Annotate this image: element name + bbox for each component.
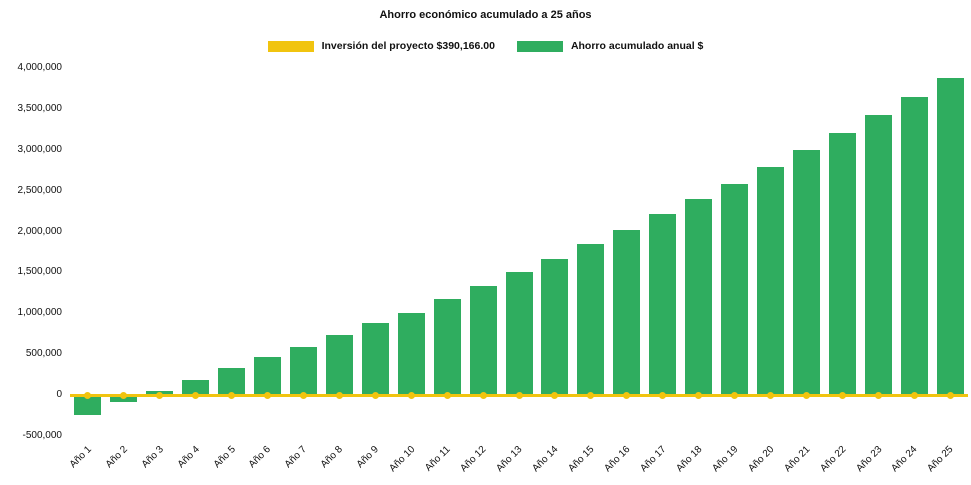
bar-año-18 (685, 198, 713, 396)
investment-line-marker (910, 391, 918, 399)
x-tick-label: Año 7 (283, 444, 310, 471)
investment-line-marker (264, 391, 272, 399)
legend-swatch-investment (267, 40, 314, 52)
y-tick-label: 500,000 (25, 348, 62, 360)
bar-año-15 (577, 243, 605, 396)
x-tick-label: Año 2 (103, 444, 130, 471)
bar-año-13 (505, 272, 533, 396)
plot-area (70, 68, 968, 436)
bar-año-23 (864, 115, 892, 396)
bar-año-25 (936, 77, 964, 396)
bar-año-4 (182, 379, 210, 396)
x-tick-label: Año 6 (247, 444, 274, 471)
investment-line-marker (695, 391, 703, 399)
investment-line-marker (479, 391, 487, 399)
x-tick-label: Año 8 (318, 444, 346, 471)
x-tick-label: Año 1 (67, 444, 94, 471)
y-tick-label: 2,500,000 (17, 184, 63, 196)
y-tick-label: 3,500,000 (17, 102, 63, 114)
x-tick-label: Año 14 (530, 444, 561, 475)
bar-año-8 (325, 335, 353, 396)
y-tick-label: 3,000,000 (17, 143, 63, 155)
investment-line-marker (946, 391, 954, 399)
x-tick-label: Año 19 (710, 444, 741, 475)
bar-año-12 (469, 286, 497, 396)
bar-año-17 (649, 214, 677, 396)
y-tick-label: 1,500,000 (17, 266, 63, 278)
investment-line-marker (623, 391, 631, 399)
investment-line-marker (228, 391, 236, 399)
x-tick-label: Año 12 (458, 444, 489, 475)
y-tick-label: 0 (56, 389, 62, 401)
y-tick-label: 2,000,000 (17, 225, 63, 237)
x-tick-label: Año 16 (602, 444, 633, 475)
x-tick-label: Año 10 (386, 444, 418, 475)
x-tick-label: Año 15 (566, 444, 597, 475)
x-tick-label: Año 3 (139, 444, 166, 471)
investment-line-marker (443, 391, 451, 399)
investment-line-marker (766, 391, 774, 399)
bar-año-22 (828, 133, 856, 396)
bar-año-6 (254, 357, 282, 396)
bar-año-20 (756, 166, 784, 396)
investment-line-marker (731, 391, 739, 399)
investment-line-marker (84, 391, 92, 399)
x-tick-label: Año 11 (423, 444, 453, 474)
investment-line-marker (659, 391, 667, 399)
x-tick-label: Año 22 (817, 444, 849, 475)
investment-line-marker (192, 391, 200, 399)
bar-año-16 (613, 229, 641, 396)
chart-legend: Inversión del proyecto $390,166.00 Ahorr… (0, 40, 971, 52)
bar-año-7 (289, 346, 317, 396)
bar-año-21 (792, 149, 820, 396)
y-tick-label: 1,000,000 (17, 307, 63, 319)
x-tick-label: Año 18 (674, 444, 705, 475)
x-tick-label: Año 25 (925, 444, 956, 475)
x-tick-label: Año 24 (889, 444, 920, 475)
legend-swatch-savings (516, 40, 563, 52)
bar-año-19 (721, 184, 749, 396)
investment-line-marker (407, 391, 415, 399)
x-tick-label: Año 4 (175, 444, 202, 471)
x-tick-label: Año 20 (746, 444, 777, 475)
x-tick-label: Año 23 (853, 444, 884, 475)
investment-line-marker (299, 391, 307, 399)
bar-año-10 (397, 312, 425, 396)
legend-label-investment: Inversión del proyecto $390,166.00 (321, 40, 495, 52)
investment-line-marker (551, 391, 559, 399)
investment-line-marker (587, 391, 595, 399)
investment-line-marker (874, 391, 882, 399)
legend-label-savings: Ahorro acumulado anual $ (570, 40, 704, 52)
bar-año-2 (110, 395, 138, 403)
x-tick-label: Año 13 (494, 444, 525, 475)
investment-line-marker (515, 391, 523, 399)
bar-año-11 (433, 299, 461, 396)
x-tick-label: Año 21 (781, 444, 813, 475)
investment-line-marker (120, 391, 128, 399)
bar-año-24 (900, 97, 928, 396)
investment-line-marker (838, 391, 846, 399)
bar-año-9 (361, 323, 389, 396)
x-tick-label: Año 5 (211, 444, 238, 471)
investment-line-marker (156, 391, 164, 399)
y-tick-label: 4,000,000 (17, 62, 63, 73)
x-tick-label: Año 17 (638, 444, 669, 475)
chart-title: Ahorro económico acumulado a 25 años (379, 9, 592, 21)
investment-line-marker (371, 391, 379, 399)
bar-año-1 (74, 395, 102, 415)
bar-año-5 (218, 368, 246, 396)
bar-año-14 (541, 259, 569, 396)
investment-line-marker (335, 391, 343, 399)
x-tick-label: Año 9 (354, 444, 382, 471)
y-tick-label: -500,000 (22, 430, 62, 441)
investment-line-marker (802, 391, 810, 399)
